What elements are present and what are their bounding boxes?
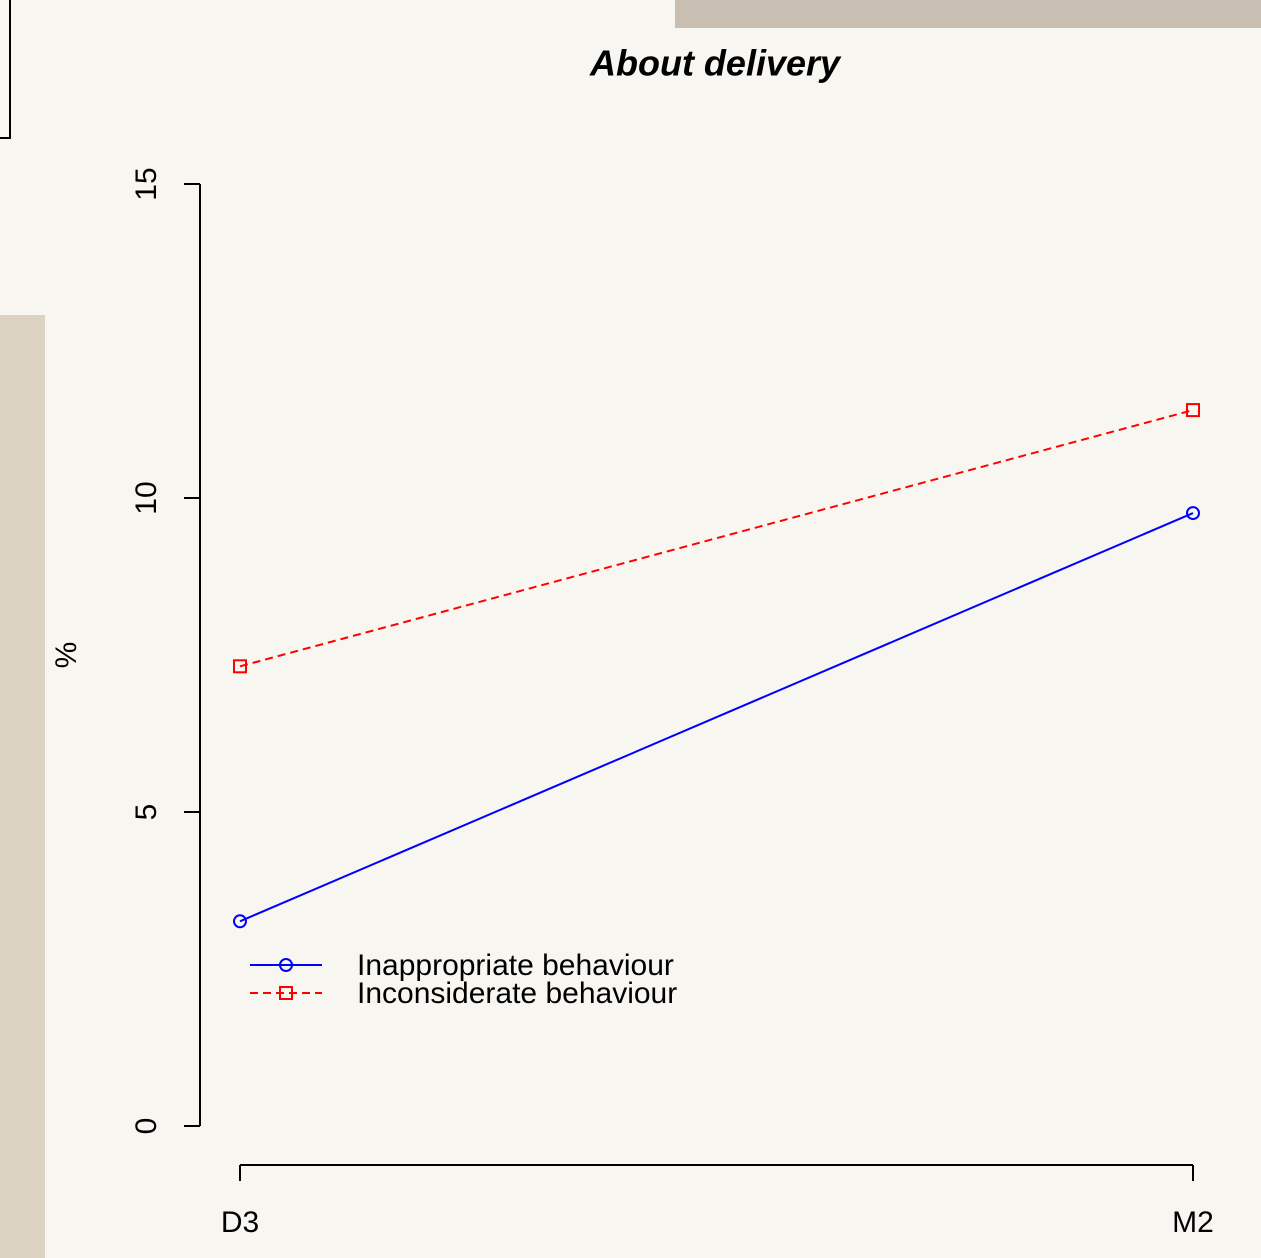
chart-title: About delivery xyxy=(589,43,842,84)
x-tick-label: M2 xyxy=(1172,1206,1214,1239)
page: About delivery % 051015D3M2Inappropriate… xyxy=(0,0,1261,1258)
x-tick-label: D3 xyxy=(221,1206,259,1239)
y-axis-label: % xyxy=(50,642,83,669)
chart: About delivery % 051015D3M2Inappropriate… xyxy=(0,0,1261,1258)
y-tick-label: 15 xyxy=(130,167,163,200)
background xyxy=(0,0,1261,1258)
y-tick-label: 5 xyxy=(130,804,163,821)
y-tick-label: 10 xyxy=(130,481,163,514)
background-photo-strip xyxy=(675,0,1261,28)
background-photo-strip xyxy=(0,315,45,1258)
y-tick-label: 0 xyxy=(130,1118,163,1135)
legend-label: Inconsiderate behaviour xyxy=(357,977,677,1010)
